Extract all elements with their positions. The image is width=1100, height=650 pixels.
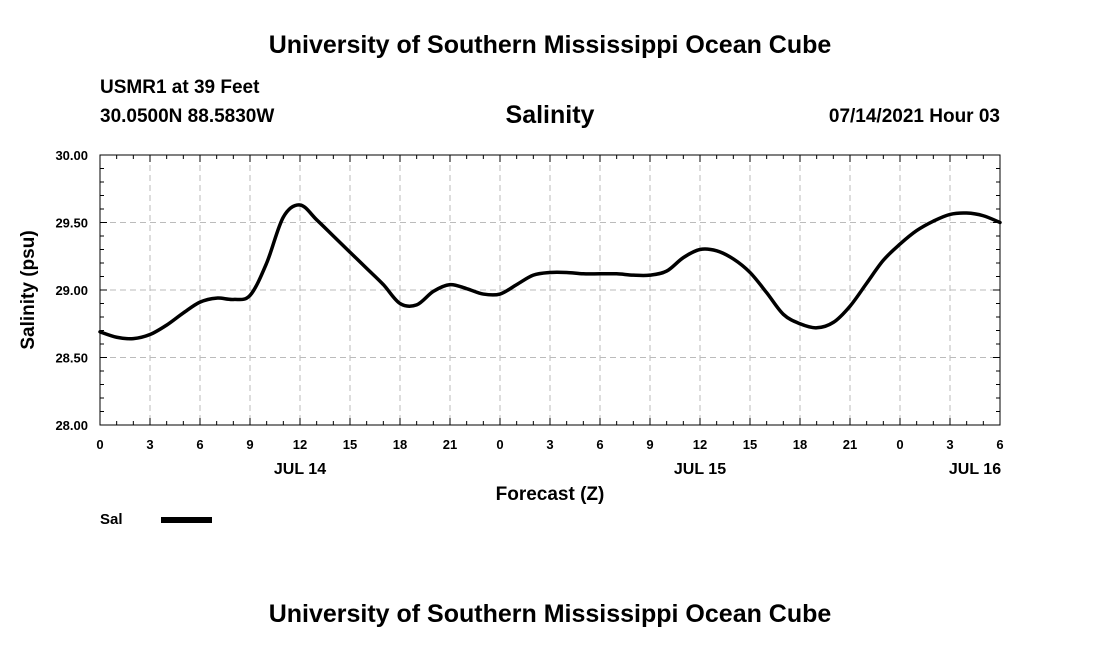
y-tick-label: 28.50 [55, 351, 88, 366]
x-tick-label: 3 [546, 437, 553, 452]
x-tick-label: 15 [343, 437, 357, 452]
x-tick-label: 6 [596, 437, 603, 452]
y-axis-label: Salinity (psu) [18, 230, 39, 349]
y-tick-label: 29.00 [55, 283, 88, 298]
x-tick-label: 15 [743, 437, 757, 452]
x-tick-label: 0 [496, 437, 503, 452]
y-tick-label: 29.50 [55, 216, 88, 231]
x-tick-label: 6 [996, 437, 1003, 452]
x-tick-label: 21 [443, 437, 457, 452]
x-tick-label: 6 [196, 437, 203, 452]
chart-title: Salinity [505, 101, 595, 129]
x-tick-label: 12 [693, 437, 707, 452]
page-title: University of Southern Mississippi Ocean… [268, 31, 832, 59]
station-label: USMR1 at 39 Feet [100, 77, 260, 98]
legend-label-sal: Sal [100, 511, 123, 528]
day-label: JUL 14 [274, 461, 326, 478]
y-tick-label: 28.00 [55, 418, 88, 433]
x-tick-label: 3 [946, 437, 953, 452]
x-tick-label: 9 [646, 437, 653, 452]
tick-labels: 0 3 6 9 12 15 18 21 0 3 6 9 12 15 18 21 0 3 6 JUL 14 JUL 15 J… [55, 148, 1003, 478]
footer-title: University of Southern Mississippi Ocean… [268, 600, 832, 628]
y-tick-label: 30.00 [55, 148, 88, 163]
day-label: JUL 15 [674, 461, 726, 478]
series-line-sal [98, 203, 1002, 341]
station-coordinates: 30.0500N 88.5830W [100, 106, 275, 127]
day-label: JUL 16 [949, 461, 1001, 478]
x-tick-label: 9 [246, 437, 253, 452]
x-tick-label: 12 [293, 437, 307, 452]
forecast-run-time: 07/14/2021 Hour 03 [828, 106, 1000, 127]
axis-ticks [99, 154, 1001, 426]
x-tick-label: 0 [896, 437, 903, 452]
x-tick-label: 18 [393, 437, 407, 452]
x-axis-label: Forecast (Z) [496, 484, 605, 505]
legend: Sal [100, 511, 212, 528]
grid-lines [100, 155, 1000, 425]
x-tick-label: 0 [96, 437, 103, 452]
x-tick-label: 3 [146, 437, 153, 452]
x-tick-label: 21 [843, 437, 857, 452]
x-tick-label: 18 [793, 437, 807, 452]
